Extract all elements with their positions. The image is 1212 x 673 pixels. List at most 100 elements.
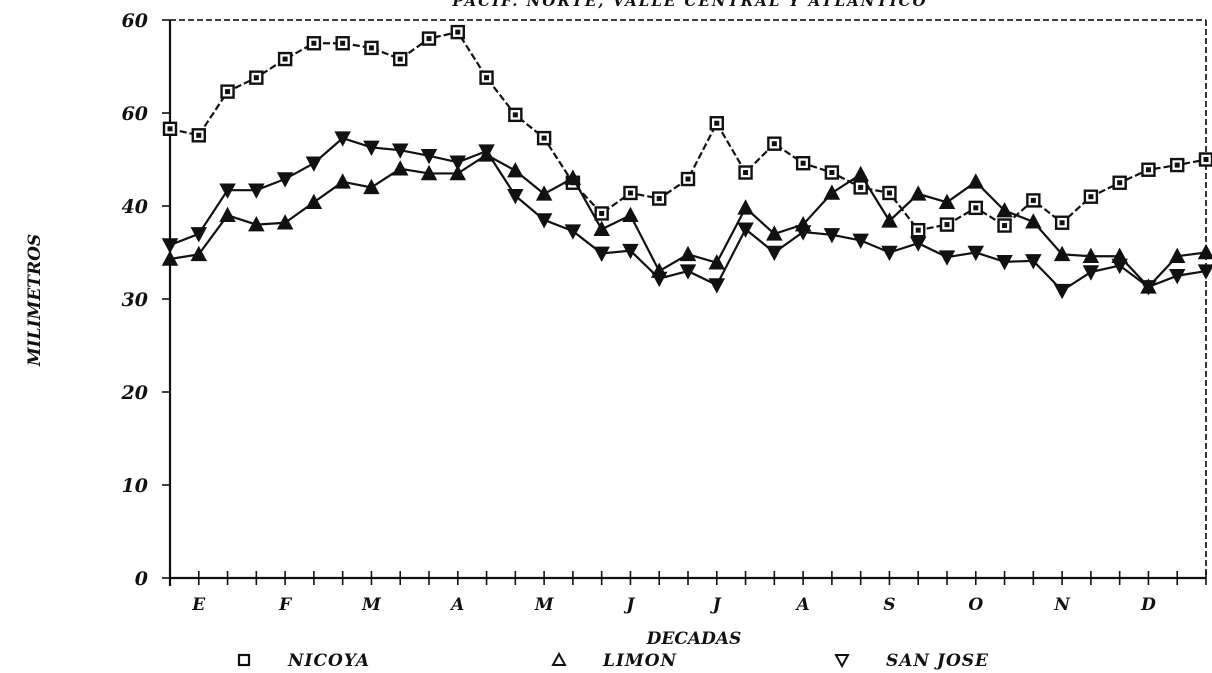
y-axis-label: MILIMETROS bbox=[25, 234, 45, 367]
data-point bbox=[938, 250, 956, 266]
series-layer bbox=[161, 24, 1212, 300]
data-point bbox=[507, 189, 524, 205]
x-axis-label: DECADAS bbox=[646, 629, 742, 649]
data-point bbox=[225, 89, 231, 95]
data-point bbox=[363, 178, 380, 195]
legend: NICOYA LIMON SAN JOSE bbox=[237, 651, 989, 671]
plot-frame bbox=[170, 19, 1207, 578]
data-point bbox=[650, 271, 668, 288]
legend-marker-triangle-up bbox=[551, 651, 567, 666]
data-point bbox=[881, 245, 898, 262]
data-point bbox=[737, 222, 754, 238]
data-point bbox=[478, 144, 495, 160]
legend-item: LIMON bbox=[551, 651, 678, 671]
data-point bbox=[909, 236, 927, 252]
x-tick-label: S bbox=[883, 595, 895, 615]
data-point bbox=[852, 165, 869, 182]
data-point bbox=[449, 155, 467, 171]
data-point bbox=[1197, 243, 1212, 260]
data-point bbox=[564, 169, 582, 185]
data-point bbox=[996, 255, 1013, 271]
data-point bbox=[196, 132, 202, 138]
data-point bbox=[996, 202, 1013, 218]
y-tick-label: 0 bbox=[135, 568, 148, 590]
data-point bbox=[656, 196, 662, 202]
x-tick-label: J bbox=[623, 595, 635, 615]
data-point bbox=[800, 160, 806, 166]
data-point bbox=[1053, 245, 1071, 262]
y-tick-label: 10 bbox=[122, 475, 148, 497]
y-tick-label: 30 bbox=[122, 289, 148, 311]
legend-label: NICOYA bbox=[287, 651, 370, 671]
data-point bbox=[1082, 247, 1100, 263]
x-tick-label: E bbox=[191, 595, 206, 615]
x-tick-label: A bbox=[449, 595, 464, 615]
data-point bbox=[253, 75, 259, 81]
y-axis: 0 10 20 30 40 60 60 bbox=[121, 10, 172, 590]
data-point bbox=[944, 222, 950, 228]
data-point bbox=[541, 135, 547, 141]
data-point bbox=[305, 193, 323, 210]
y-tick-label: 20 bbox=[121, 382, 148, 404]
data-point bbox=[449, 164, 467, 181]
data-point bbox=[420, 164, 438, 181]
data-point bbox=[1168, 269, 1186, 285]
data-point bbox=[1140, 280, 1157, 296]
data-point bbox=[167, 126, 173, 132]
x-tick-label: M bbox=[534, 595, 555, 615]
legend-label: LIMON bbox=[602, 651, 678, 671]
data-point bbox=[771, 141, 777, 147]
data-point bbox=[852, 233, 869, 249]
data-point bbox=[535, 185, 553, 201]
x-tick-label: A bbox=[795, 595, 810, 615]
legend-marker-triangle-down bbox=[834, 654, 850, 669]
data-point bbox=[1082, 265, 1100, 281]
data-point bbox=[512, 112, 518, 118]
data-point bbox=[766, 225, 783, 241]
legend-label: SAN JOSE bbox=[886, 651, 989, 671]
data-point bbox=[1002, 223, 1008, 229]
data-point bbox=[881, 212, 898, 228]
data-point bbox=[363, 140, 380, 156]
data-point bbox=[714, 120, 720, 126]
y-tick-label: 60 bbox=[122, 103, 148, 125]
data-point bbox=[886, 190, 892, 196]
data-point bbox=[190, 227, 208, 243]
data-point bbox=[426, 36, 432, 42]
data-point bbox=[1088, 194, 1094, 200]
data-point bbox=[1203, 157, 1209, 162]
data-point bbox=[1030, 197, 1036, 203]
data-point bbox=[564, 224, 582, 240]
legend-marker-square bbox=[237, 653, 251, 667]
data-point bbox=[161, 250, 179, 266]
x-tick-label: O bbox=[968, 595, 983, 615]
data-point bbox=[743, 170, 749, 176]
legend-item: SAN JOSE bbox=[834, 651, 989, 671]
y-tick-label: 60 bbox=[122, 10, 148, 32]
data-point bbox=[1145, 167, 1151, 173]
data-point bbox=[1053, 283, 1071, 300]
y-tick-label: 40 bbox=[122, 196, 148, 218]
data-point bbox=[248, 216, 265, 232]
data-point bbox=[190, 245, 208, 262]
data-point bbox=[305, 156, 323, 172]
data-point bbox=[685, 176, 691, 182]
data-point bbox=[397, 56, 403, 62]
data-point bbox=[1174, 162, 1180, 168]
data-point bbox=[248, 183, 265, 199]
data-point bbox=[219, 183, 236, 199]
data-point bbox=[858, 184, 864, 190]
x-tick-label: J bbox=[710, 595, 722, 615]
data-point bbox=[1025, 213, 1042, 229]
data-point bbox=[368, 45, 374, 51]
data-point bbox=[282, 56, 288, 62]
data-point bbox=[622, 206, 639, 223]
data-point bbox=[1111, 258, 1128, 275]
data-point bbox=[766, 245, 783, 262]
legend-item: NICOYA bbox=[237, 651, 370, 671]
series-line bbox=[169, 30, 1207, 232]
data-point bbox=[622, 243, 639, 260]
data-point bbox=[420, 149, 438, 165]
